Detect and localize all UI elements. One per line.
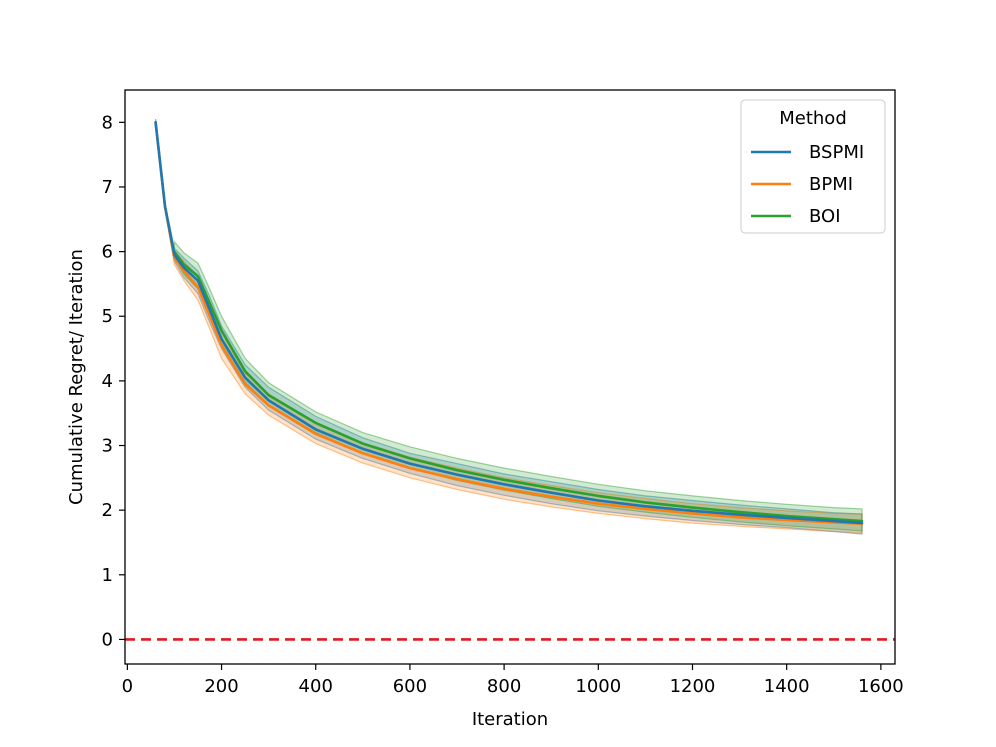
y-tick-label: 8 — [102, 112, 113, 133]
series-line-bspmi — [154, 121, 864, 525]
y-tick-label: 1 — [102, 565, 113, 586]
legend-items: BSPMI BPMI BOI — [751, 142, 864, 227]
x-tick-label: 1400 — [764, 676, 810, 697]
series-lines — [154, 121, 864, 526]
y-tick-label: 3 — [102, 436, 113, 457]
x-tick-label: 1600 — [858, 676, 904, 697]
legend: Method BSPMI BPMI BOI — [740, 99, 886, 234]
series-line-boi — [173, 250, 864, 523]
y-axis-label: Cumulative Regret/ Iteration — [66, 249, 87, 505]
x-tick-label: 1000 — [575, 676, 621, 697]
x-tick-label: 600 — [393, 676, 427, 697]
series-line-bpmi — [154, 121, 864, 526]
y-tick-label: 5 — [102, 306, 113, 327]
legend-box — [740, 99, 886, 234]
x-axis-label: Iteration — [472, 709, 548, 730]
x-tick-label: 400 — [299, 676, 333, 697]
x-tick-label: 1200 — [670, 676, 716, 697]
x-tick-label: 0 — [122, 676, 133, 697]
y-tick-label: 0 — [102, 629, 113, 650]
legend-label-boi: BOI — [809, 206, 841, 227]
y-tick-label: 7 — [102, 177, 113, 198]
legend-label-bpmi: BPMI — [809, 174, 853, 195]
plot-area-frame — [124, 89, 896, 665]
y-tick-label: 6 — [102, 242, 113, 263]
y-tick-label: 4 — [102, 371, 113, 392]
y-axis-ticks: 0 1 2 3 4 5 6 7 8 — [102, 112, 125, 650]
x-tick-label: 800 — [487, 676, 521, 697]
x-tick-label: 200 — [204, 676, 238, 697]
y-tick-label: 2 — [102, 500, 113, 521]
x-axis-ticks: 0 200 400 600 800 1000 1200 1400 1600 — [122, 664, 904, 697]
legend-title: Method — [779, 108, 847, 129]
legend-label-bspmi: BSPMI — [809, 142, 864, 163]
